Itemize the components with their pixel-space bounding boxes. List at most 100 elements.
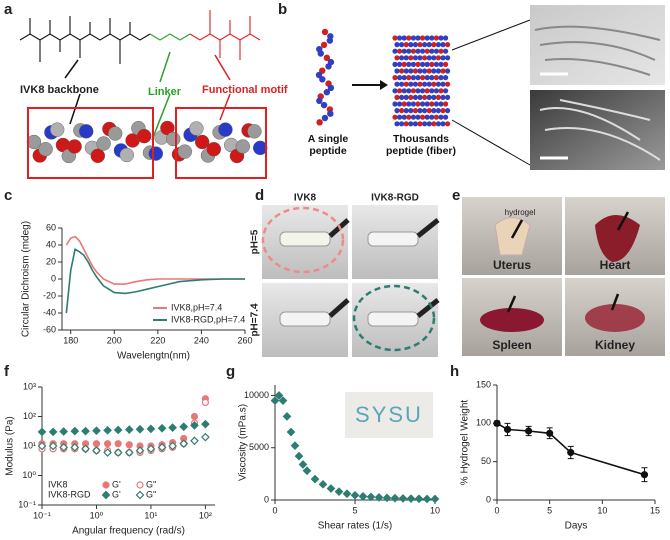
atom (424, 75, 430, 81)
panel-label: a (4, 1, 13, 18)
atom (78, 124, 94, 139)
x-axis-label: Angular frequency (rad/s) (72, 526, 185, 537)
point (157, 423, 167, 433)
atom (420, 114, 426, 120)
atom (415, 35, 421, 41)
atom (406, 101, 412, 107)
atom (435, 108, 441, 114)
point (114, 440, 122, 448)
y-tick-label: 10¹ (23, 440, 36, 450)
connector (451, 19, 531, 51)
atom (399, 94, 405, 100)
atom (235, 139, 251, 154)
point (318, 479, 328, 489)
atom (429, 101, 435, 107)
atom (438, 61, 444, 67)
atom (107, 126, 123, 141)
atom (392, 61, 398, 67)
atom (422, 108, 428, 114)
atom (433, 88, 439, 94)
atom (323, 89, 331, 96)
atom (394, 42, 400, 48)
atom (426, 55, 432, 61)
atom (440, 121, 446, 127)
atom (431, 121, 437, 127)
atom (392, 101, 398, 107)
point (546, 429, 554, 437)
panel-label: c (4, 187, 12, 204)
atom (406, 35, 412, 41)
y-tick-label: 10⁰ (22, 470, 36, 480)
atom (247, 124, 262, 139)
atom (435, 81, 441, 87)
atom (401, 114, 407, 120)
inset-photo (345, 392, 433, 438)
panel-label: e (452, 187, 460, 204)
atom (422, 68, 428, 74)
y-tick-label: 10² (23, 411, 36, 421)
x-axis-label: Wavelengtn(nm) (117, 351, 190, 362)
y-tick-label: 5000 (249, 442, 269, 452)
point (135, 446, 145, 455)
point (146, 444, 156, 454)
atom (443, 75, 449, 81)
atom (403, 68, 409, 74)
atom (410, 101, 416, 107)
atom (410, 35, 416, 41)
atom (165, 131, 181, 147)
point (113, 448, 123, 457)
atom (420, 61, 426, 67)
point (406, 494, 416, 503)
atom (316, 119, 323, 126)
peptide-fiber (392, 35, 451, 127)
atom (426, 94, 432, 100)
atom (408, 68, 414, 74)
atom (415, 61, 421, 67)
atom (435, 94, 441, 100)
x-tick-label: 0 (494, 505, 499, 515)
y-tick-label: -20 (43, 290, 56, 300)
atom (445, 55, 451, 61)
single-peptide (315, 28, 335, 126)
point (358, 491, 368, 501)
atom (403, 81, 409, 87)
atom (397, 88, 403, 94)
point (567, 448, 575, 457)
atom (420, 75, 426, 81)
legend-group: IVK8-RGD (48, 489, 91, 499)
arrowhead-b (380, 80, 388, 90)
atom (433, 61, 439, 67)
point (179, 422, 189, 432)
atom (429, 61, 435, 67)
atom (445, 81, 451, 87)
x-tick-label: 5 (352, 505, 357, 515)
point (422, 494, 432, 504)
point (270, 396, 280, 406)
atom (136, 128, 152, 144)
panel-label: d (255, 187, 264, 204)
point (286, 427, 296, 437)
point (113, 425, 123, 435)
atom (394, 68, 400, 74)
atom (408, 55, 414, 61)
y-tick-label: -60 (43, 324, 56, 334)
backbone-box (27, 107, 154, 179)
atom (394, 94, 400, 100)
atom (420, 88, 426, 94)
atom (317, 50, 324, 57)
label-fiber: Thousands peptide (fiber) (386, 133, 456, 157)
atom (401, 101, 407, 107)
atom (426, 42, 432, 48)
y-axis-label: % Hydrogel Weight (460, 400, 471, 486)
atom (429, 48, 435, 54)
atom (403, 121, 409, 127)
panel-label: g (226, 363, 235, 380)
atom (422, 94, 428, 100)
atom (412, 55, 418, 61)
point (179, 439, 189, 449)
atom (50, 122, 65, 137)
fiber-texture (534, 25, 661, 161)
atom (392, 48, 398, 54)
atom (445, 94, 451, 100)
point (92, 426, 101, 436)
